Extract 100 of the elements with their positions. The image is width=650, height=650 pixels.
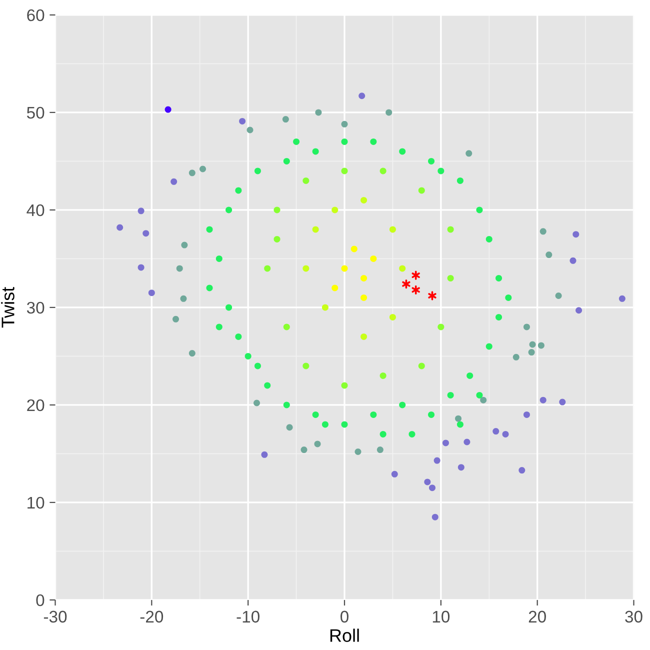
point	[505, 294, 512, 301]
point	[402, 279, 410, 289]
point	[428, 158, 435, 164]
point	[540, 396, 546, 404]
y-tick-label: 50	[26, 106, 44, 119]
point	[447, 392, 454, 398]
x-tick-label: 10	[432, 610, 450, 623]
point	[399, 148, 406, 155]
point	[302, 362, 310, 370]
point	[496, 314, 502, 320]
point	[170, 178, 178, 185]
point	[389, 226, 396, 233]
point	[138, 264, 144, 271]
y-tick-label: 10	[28, 496, 44, 509]
point	[274, 236, 280, 242]
point	[386, 109, 392, 116]
point	[315, 109, 322, 116]
point	[456, 421, 464, 428]
point	[302, 177, 310, 184]
point	[432, 514, 438, 520]
point	[360, 333, 368, 340]
point	[576, 307, 582, 314]
point	[282, 116, 289, 123]
point	[538, 342, 544, 349]
point	[274, 206, 280, 214]
point	[283, 158, 290, 164]
point	[188, 350, 196, 357]
point	[523, 324, 530, 330]
point	[341, 382, 348, 389]
point	[206, 226, 213, 233]
point	[148, 290, 155, 296]
point	[206, 284, 213, 292]
point	[529, 341, 536, 348]
point	[261, 451, 268, 458]
point	[418, 362, 425, 370]
point	[341, 138, 348, 145]
point	[254, 400, 260, 406]
point	[496, 274, 502, 282]
point	[283, 402, 290, 408]
point	[502, 430, 509, 438]
point	[181, 242, 188, 248]
point	[264, 265, 271, 272]
point	[283, 324, 290, 330]
point	[226, 206, 232, 214]
point	[246, 126, 254, 134]
point	[235, 187, 242, 194]
point	[442, 440, 449, 446]
point	[300, 446, 308, 454]
point	[555, 292, 562, 300]
point	[570, 257, 576, 264]
point	[559, 398, 566, 406]
point	[216, 255, 222, 262]
point	[370, 411, 377, 418]
point	[341, 265, 348, 272]
point	[341, 421, 348, 428]
point	[302, 265, 310, 272]
point	[244, 352, 252, 360]
point	[216, 324, 222, 330]
point	[476, 206, 483, 214]
x-tick-label: 20	[528, 610, 546, 623]
point	[518, 467, 526, 474]
point	[226, 304, 232, 311]
point	[332, 284, 338, 292]
point	[486, 343, 492, 350]
point	[572, 231, 580, 238]
point	[312, 226, 319, 233]
y-tick-label: 60	[27, 9, 44, 22]
point	[380, 372, 386, 379]
point	[200, 166, 206, 172]
x-tick-label: -20	[140, 610, 164, 623]
point	[492, 428, 500, 435]
point	[312, 411, 319, 418]
y-tick-label: 0	[36, 594, 44, 606]
point	[164, 106, 172, 113]
point	[254, 168, 261, 174]
x-tick-label: -10	[236, 610, 260, 623]
point	[188, 170, 196, 176]
point	[264, 382, 271, 389]
point	[618, 295, 626, 302]
point	[418, 187, 425, 194]
point	[476, 392, 483, 398]
point	[380, 168, 386, 174]
point	[408, 430, 416, 438]
point	[350, 246, 358, 252]
point	[370, 138, 377, 145]
y-tick-label: 30	[26, 302, 44, 314]
point	[546, 252, 552, 258]
point	[376, 446, 384, 454]
point	[438, 324, 444, 330]
point	[412, 270, 420, 280]
y-tick-label: 40	[26, 204, 44, 216]
point	[464, 438, 470, 446]
point	[523, 411, 530, 418]
point	[360, 196, 368, 204]
point	[341, 120, 348, 128]
point	[239, 118, 246, 124]
point	[412, 285, 420, 294]
point	[341, 168, 348, 174]
point	[528, 349, 535, 356]
point	[332, 206, 338, 214]
